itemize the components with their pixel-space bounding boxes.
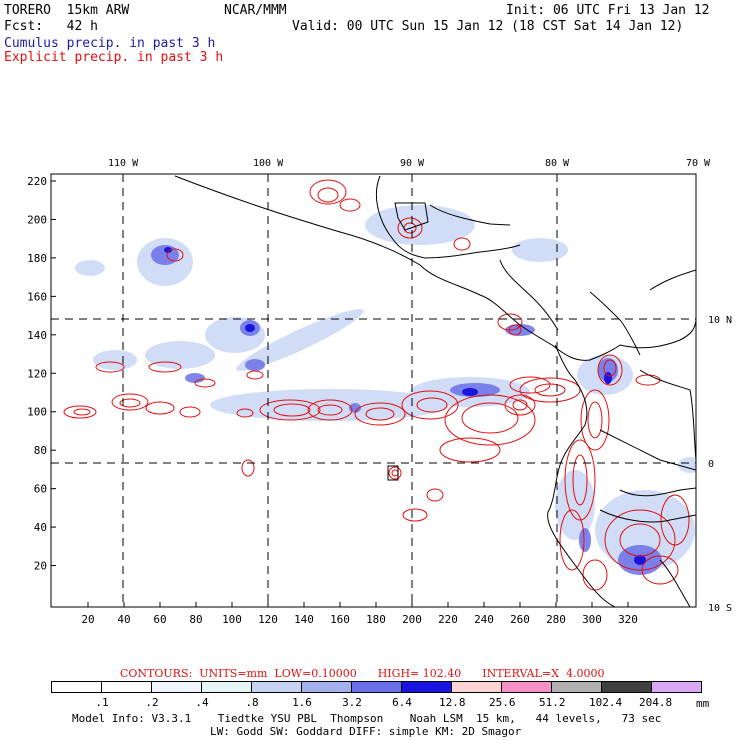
colorbar-swatch	[451, 681, 502, 693]
x-tick-label: 220	[438, 613, 458, 626]
y-tick-label: 220	[27, 175, 47, 188]
cumulus-legend: Cumulus precip. in past 3 h	[4, 36, 216, 51]
coastlines	[174, 175, 696, 607]
x-tick-label: 140	[294, 613, 314, 626]
colorbar-label: .2	[145, 696, 159, 709]
colorbar-label: 102.4	[589, 696, 623, 709]
colorbar-label: .4	[195, 696, 209, 709]
lat-label-0: 0	[708, 459, 714, 470]
colorbar-swatch	[251, 681, 302, 693]
valid-time: Valid: 00 UTC Sun 15 Jan 12 (18 CST Sat …	[292, 19, 684, 34]
lat-label-10n: 10 N	[708, 315, 732, 326]
x-tick-label: 280	[546, 613, 566, 626]
colorbar-swatch	[351, 681, 402, 693]
colorbar-swatch	[101, 681, 152, 693]
y-tick-label: 140	[27, 329, 47, 342]
colorbar-label: 25.6	[489, 696, 516, 709]
y-tick-label: 80	[34, 444, 47, 457]
x-tick-label: 200	[402, 613, 422, 626]
cumulus-precip-areas	[75, 205, 696, 575]
contours-info: CONTOURS: UNITS=mm LOW=0.10000 HIGH= 102…	[120, 667, 605, 680]
x-tick-label: 160	[330, 613, 350, 626]
init-time: Init: 06 UTC Fri 13 Jan 12	[506, 3, 710, 18]
colorbar-swatch	[201, 681, 252, 693]
y-tick-label: 100	[27, 406, 47, 419]
lat-label-10s: 10 S	[708, 603, 732, 614]
x-tick-label: 20	[81, 613, 94, 626]
x-tick-label: 120	[258, 613, 278, 626]
x-tick-label: 260	[510, 613, 530, 626]
org-label: NCAR/MMM	[224, 3, 287, 18]
y-tick-label: 180	[27, 252, 47, 265]
colorbar-label: .8	[245, 696, 259, 709]
x-tick-label: 300	[582, 613, 602, 626]
colorbar-unit: mm	[696, 697, 710, 710]
lon-label-90w: 90 W	[400, 158, 425, 169]
colorbar-label: 1.6	[292, 696, 312, 709]
colorbar-swatch	[51, 681, 102, 693]
y-tick-label: 200	[27, 213, 47, 226]
explicit-precip-contours	[63, 179, 690, 591]
y-tick-label: 40	[34, 521, 47, 534]
colorbar-swatch	[651, 681, 702, 693]
graticule	[51, 174, 696, 607]
colorbar-swatch	[501, 681, 552, 693]
colorbar-label: 204.8	[639, 696, 673, 709]
map-frame	[50, 173, 697, 608]
y-tick-label: 160	[27, 290, 47, 303]
model-title: TORERO 15km ARW	[4, 3, 130, 18]
lon-label-100w: 100 W	[253, 158, 284, 169]
x-tick-label: 80	[189, 613, 202, 626]
colorbar-swatch	[551, 681, 602, 693]
x-tick-label: 180	[366, 613, 386, 626]
physics-info: LW: Godd SW: Goddard DIFF: simple KM: 2D…	[210, 725, 522, 738]
y-tick-label: 20	[34, 560, 47, 573]
forecast-hour: Fcst: 42 h	[4, 19, 98, 34]
lon-label-70w: 70 W	[686, 158, 711, 169]
y-tick-label: 60	[34, 483, 47, 496]
y-tick-label: 120	[27, 367, 47, 380]
x-tick-label: 60	[153, 613, 166, 626]
colorbar-label: .1	[95, 696, 109, 709]
colorbar-label: 3.2	[342, 696, 362, 709]
x-tick-label: 100	[222, 613, 242, 626]
colorbar-swatch	[151, 681, 202, 693]
x-tick-label: 320	[618, 613, 638, 626]
explicit-legend: Explicit precip. in past 3 h	[4, 50, 224, 65]
colorbar-label: 12.8	[439, 696, 466, 709]
x-tick-label: 240	[474, 613, 494, 626]
colorbar-swatch	[301, 681, 352, 693]
model-info: Model Info: V3.3.1 Tiedtke YSU PBL Thomp…	[72, 712, 662, 725]
colorbar-label: 51.2	[539, 696, 566, 709]
x-tick-label: 40	[117, 613, 130, 626]
lon-label-110w: 110 W	[108, 158, 139, 169]
colorbar-label: 6.4	[392, 696, 412, 709]
lon-label-80w: 80 W	[545, 158, 570, 169]
colorbar-swatch	[601, 681, 652, 693]
colorbar-swatch	[401, 681, 452, 693]
